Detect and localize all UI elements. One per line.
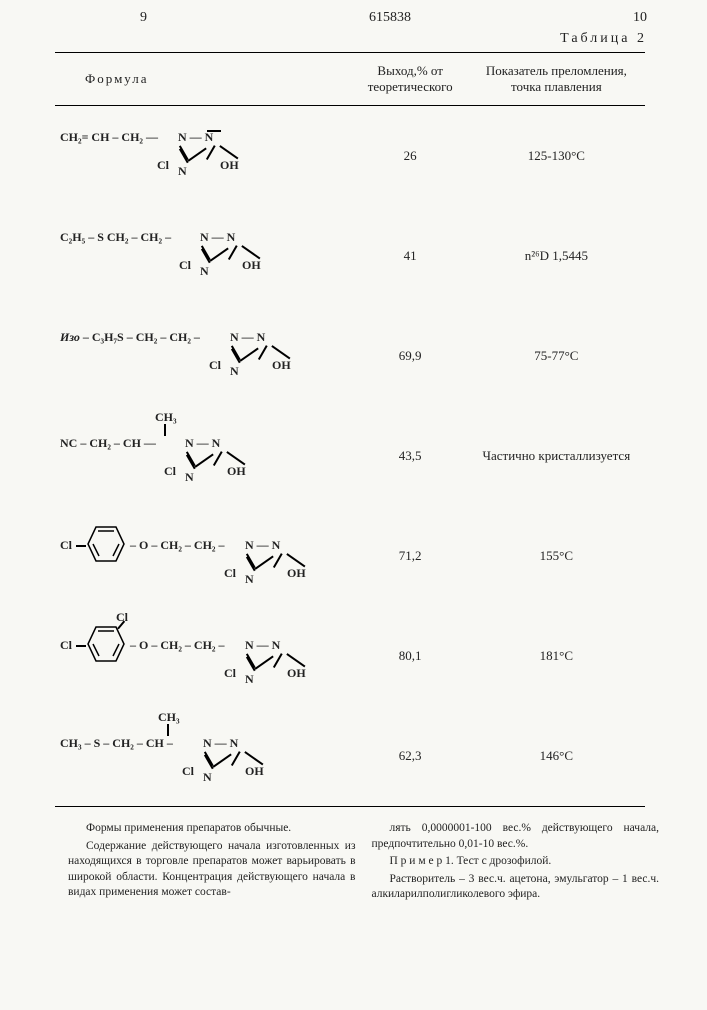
table-row: C₂H₅ – S CH₂ – CH₂ – N — N N Cl OH 41 n²… [55,206,645,306]
formula-3: Изо – C₃H₇S – CH₂ – CH₂ – N — N N Cl OH [60,310,351,402]
formula-6: Cl Cl – O – CH₂ – CH₂ – N — N N [60,610,351,702]
yield-cell: 26 [353,106,468,207]
footer-text: Формы применения препаратов обычные. Сод… [60,821,667,905]
table-row: Cl – O – CH₂ – CH₂ – N — N N [55,506,645,606]
table-title: Таблица 2 [0,31,647,47]
footer-r1: лять 0,0000001-100 вес.% действующего на… [372,821,660,852]
page-num-left: 9 [140,10,147,26]
patent-number: 615838 [369,10,411,26]
col-yield: Выход,% от теоретического [353,53,468,106]
table-row: CH₃ CH₃ – S – CH₂ – CH – N — N N Cl OH 6… [55,706,645,807]
yield-cell: 71,2 [353,506,468,606]
page-num-right: 10 [633,10,647,26]
prop-cell: Частично кристаллизуется [468,406,645,506]
formula-1: CH₂= CH – CH₂ — N — N N Cl OH [60,110,351,202]
formula-4: CH₃ NC – CH₂ – CH — N — N N Cl OH [60,410,351,502]
prop-cell: 181°C [468,606,645,706]
yield-cell: 62,3 [353,706,468,807]
table-row: CH₃ NC – CH₂ – CH — N — N N Cl OH 43,5 Ч… [55,406,645,506]
compound-table: Формула Выход,% от теоретического Показа… [55,52,645,807]
footer-r2: П р и м е р 1. Тест с дрозофилой. [372,854,660,870]
yield-cell: 43,5 [353,406,468,506]
prop-cell: n²⁶D 1,5445 [468,206,645,306]
table-row: Cl Cl – O – CH₂ – CH₂ – N — N N [55,606,645,706]
col-formula: Формула [55,53,353,106]
col-prop: Показатель преломления, точка плавления [468,53,645,106]
formula-2: C₂H₅ – S CH₂ – CH₂ – N — N N Cl OH [60,210,351,302]
footer-r3: Растворитель – 3 вес.ч. ацетона, эмульга… [372,872,660,903]
yield-cell: 80,1 [353,606,468,706]
yield-cell: 69,9 [353,306,468,406]
formula-5: Cl – O – CH₂ – CH₂ – N — N N [60,510,351,602]
footer-l2: Содержание действующего начала изготовле… [68,839,356,901]
prop-cell: 75-77°C [468,306,645,406]
prop-cell: 146°C [468,706,645,807]
formula-7: CH₃ CH₃ – S – CH₂ – CH – N — N N Cl OH [60,710,351,802]
prop-cell: 155°C [468,506,645,606]
footer-l1: Формы применения препаратов обычные. [68,821,356,837]
page-header: 9 615838 10 [140,10,647,26]
yield-cell: 41 [353,206,468,306]
prop-cell: 125-130°C [468,106,645,207]
table-row: Изо – C₃H₇S – CH₂ – CH₂ – N — N N Cl OH … [55,306,645,406]
table-row: CH₂= CH – CH₂ — N — N N Cl OH 26 125-130… [55,106,645,207]
